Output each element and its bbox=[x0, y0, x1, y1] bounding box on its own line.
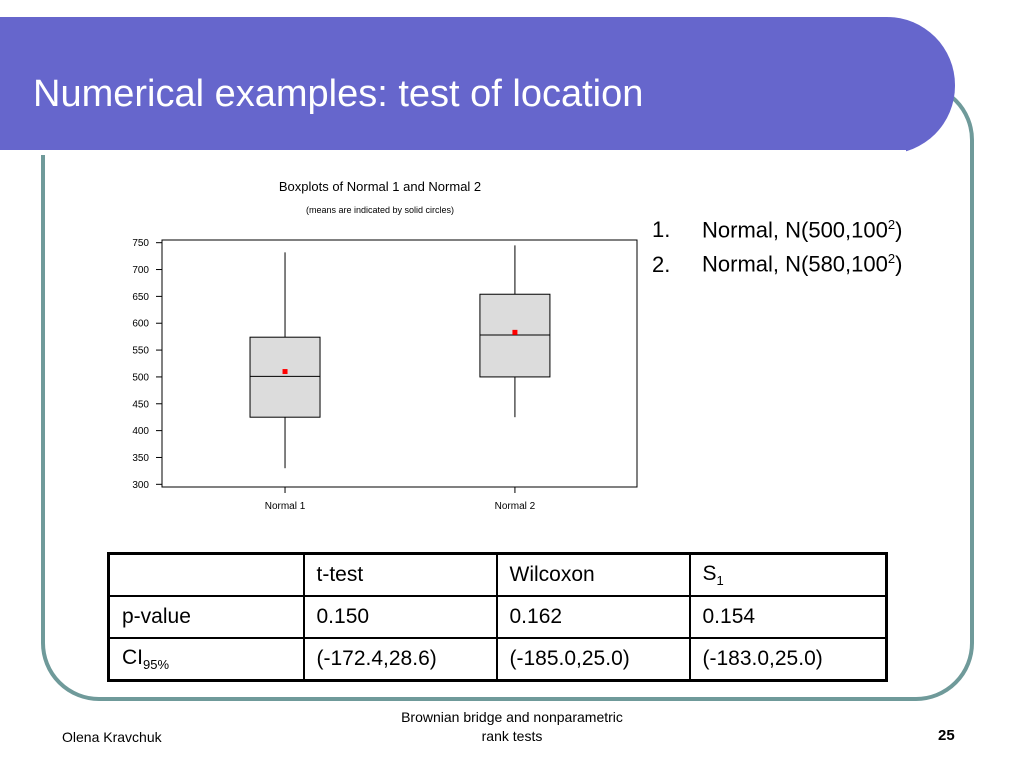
table-cell: 0.162 bbox=[495, 595, 691, 639]
y-tick-label: 550 bbox=[132, 346, 149, 357]
s-sub: 1 bbox=[716, 573, 724, 589]
distribution-list: 1. Normal, N(500,1002) 2. Normal, N(580,10… bbox=[652, 210, 902, 279]
table-cell: p-value bbox=[107, 595, 305, 639]
chart-subtitle: (means are indicated by solid circles) bbox=[306, 205, 454, 215]
list-close: ) bbox=[895, 217, 903, 243]
ci-main: CI bbox=[122, 645, 143, 669]
table-cell: (-172.4,28.6) bbox=[302, 637, 498, 682]
y-tick-label: 650 bbox=[132, 292, 149, 303]
box bbox=[249, 336, 321, 418]
list-item: 2. Normal, N(580,1002) bbox=[652, 244, 902, 278]
chart-title: Boxplots of Normal 1 and Normal 2 bbox=[279, 179, 481, 194]
boxplot-chart: Boxplots of Normal 1 and Normal 2 (means… bbox=[132, 179, 638, 512]
y-tick-label: 750 bbox=[132, 238, 149, 249]
table-cell: 0.150 bbox=[302, 595, 498, 639]
footer-course-line: Brownian bridge and nonparametric bbox=[401, 709, 623, 725]
table-cell: (-185.0,25.0) bbox=[495, 637, 691, 682]
y-tick-label: 350 bbox=[132, 453, 149, 464]
footer-course-line: rank tests bbox=[481, 728, 543, 744]
page-number: 25 bbox=[938, 727, 955, 744]
table-header-row: t-test Wilcoxon S1 bbox=[107, 552, 888, 597]
list-text: Normal, N(500,100 bbox=[702, 217, 888, 243]
table-cell: (-183.0,25.0) bbox=[688, 637, 888, 682]
s-main: S bbox=[702, 561, 717, 585]
table-cell: 0.154 bbox=[688, 595, 888, 639]
list-text: Normal, N(580,100 bbox=[702, 251, 888, 277]
results-table: t-test Wilcoxon S1 p-value 0.150 0.162 0… bbox=[107, 552, 888, 682]
y-tick-label: 300 bbox=[132, 480, 149, 491]
table-cell: CI95% bbox=[107, 637, 305, 682]
mean-marker bbox=[512, 329, 518, 335]
box bbox=[479, 293, 551, 378]
ci-sub: 95% bbox=[143, 657, 170, 673]
y-tick-label: 600 bbox=[132, 319, 149, 330]
list-power: 2 bbox=[887, 251, 896, 267]
footer-course: Brownian bridge and nonparametric rank t… bbox=[362, 708, 662, 746]
y-tick-label: 700 bbox=[132, 265, 149, 276]
mean-marker bbox=[282, 369, 288, 375]
footer-author: Olena Kravchuk bbox=[62, 729, 162, 745]
table-row: p-value 0.150 0.162 0.154 bbox=[107, 595, 888, 639]
table-cell: Wilcoxon bbox=[495, 552, 691, 597]
table-row: CI95% (-172.4,28.6) (-185.0,25.0) (-183.… bbox=[107, 637, 888, 682]
slide-title: Numerical examples: test of location bbox=[33, 73, 644, 115]
title-bar: Numerical examples: test of location bbox=[0, 17, 955, 155]
y-tick-label: 500 bbox=[132, 372, 149, 383]
x-tick-label: Normal 2 bbox=[495, 501, 536, 512]
list-number: 2. bbox=[652, 251, 671, 277]
list-item: 1. Normal, N(500,1002) bbox=[652, 210, 902, 244]
x-tick-label: Normal 1 bbox=[265, 501, 306, 512]
list-number: 1. bbox=[652, 217, 671, 243]
table-cell bbox=[107, 552, 305, 597]
table-cell: t-test bbox=[302, 552, 498, 597]
y-tick-label: 450 bbox=[132, 399, 149, 410]
table-cell: S1 bbox=[688, 552, 888, 597]
list-power: 2 bbox=[887, 217, 896, 232]
list-close: ) bbox=[895, 251, 903, 277]
plot-area bbox=[161, 239, 638, 488]
y-tick-label: 400 bbox=[132, 426, 149, 437]
title-underline bbox=[0, 150, 906, 155]
